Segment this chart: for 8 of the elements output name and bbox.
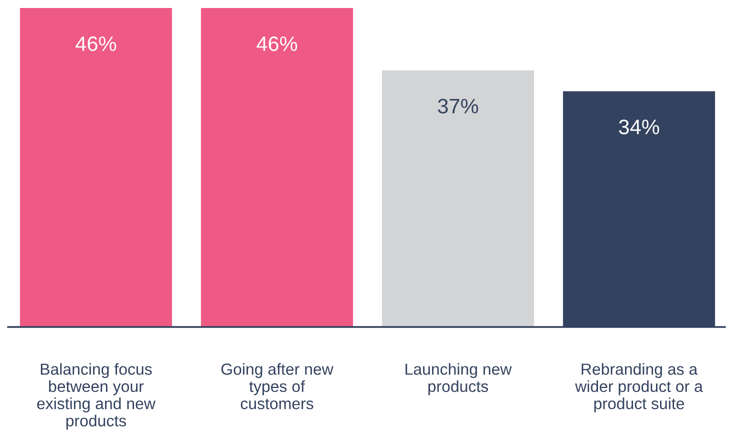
x-tick-label: Launching new products <box>406 363 512 396</box>
x-tick-label: Balancing focus between your existing and new products <box>37 363 156 430</box>
x-tick-label: Rebranding as a wider product or a product suite <box>575 363 703 412</box>
data-label: 37% <box>438 98 478 114</box>
x-tick-label: Going after new types of customers <box>221 363 334 410</box>
data-label: 34% <box>618 120 660 134</box>
data-label: 46% <box>76 36 116 52</box>
data-label: 46% <box>256 36 298 52</box>
